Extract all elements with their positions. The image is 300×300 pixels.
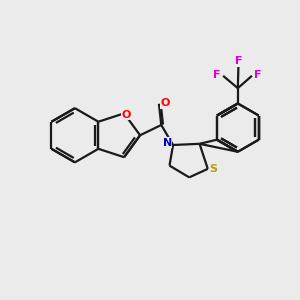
Text: O: O: [122, 110, 131, 120]
Text: N: N: [163, 138, 172, 148]
Text: F: F: [214, 70, 221, 80]
Text: O: O: [161, 98, 170, 108]
Text: F: F: [254, 70, 262, 80]
Text: S: S: [209, 164, 217, 174]
Text: F: F: [235, 56, 243, 66]
